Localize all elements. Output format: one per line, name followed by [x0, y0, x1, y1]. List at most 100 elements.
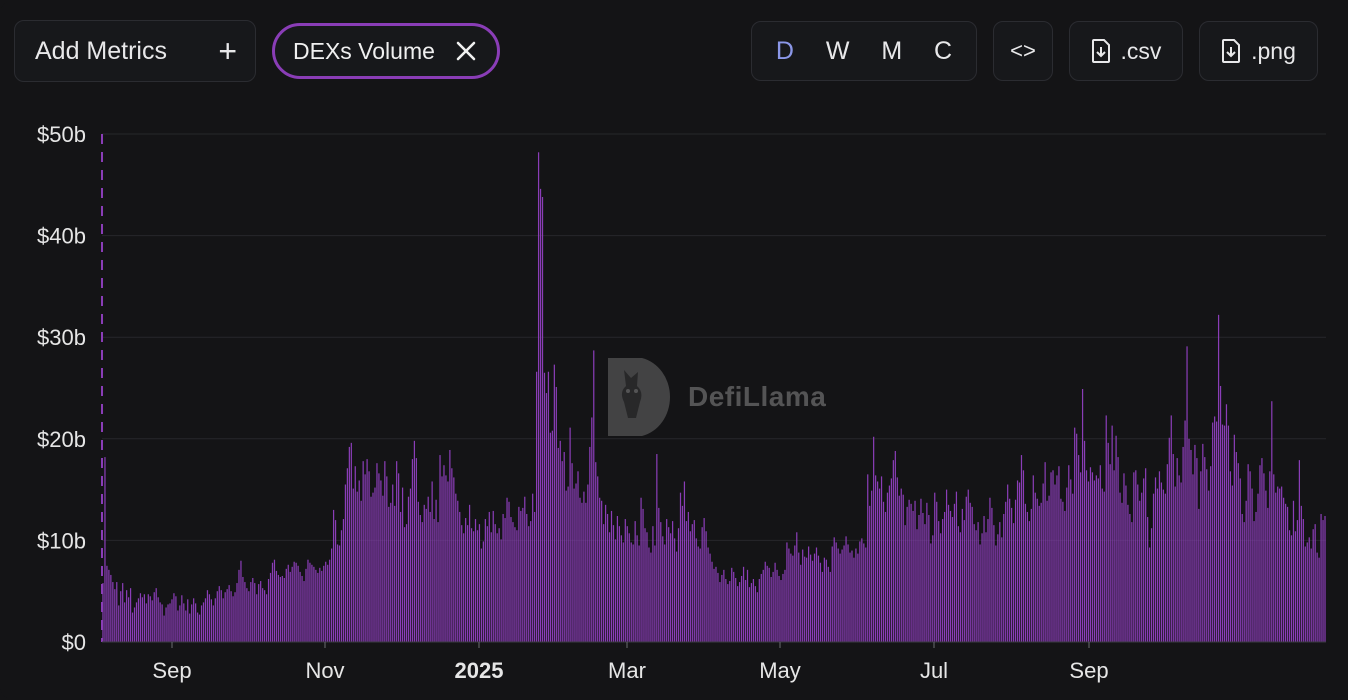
volume-bar: [321, 570, 323, 642]
volume-bar: [421, 522, 423, 642]
volume-bar: [549, 432, 552, 642]
volume-bar: [254, 583, 256, 642]
volume-bar: [1141, 492, 1143, 642]
volume-bar: [1310, 548, 1312, 642]
volume-bar: [1068, 465, 1070, 642]
volume-bar: [808, 546, 810, 642]
volume-bar: [701, 527, 703, 642]
volume-bar: [973, 524, 975, 642]
volume-bar: [315, 569, 317, 642]
y-tick-label: $30b: [37, 325, 86, 350]
volume-bar: [691, 524, 693, 642]
volume-bar: [914, 500, 916, 642]
volume-bar: [1164, 493, 1166, 642]
volume-bar: [608, 532, 611, 642]
volume-bar: [396, 461, 398, 642]
volume-bar: [729, 581, 731, 642]
download-png-button[interactable]: .png: [1199, 21, 1318, 81]
volume-bar: [338, 545, 341, 642]
x-tick-label: Nov: [305, 658, 344, 683]
volume-bar: [1133, 472, 1135, 642]
volume-bar: [599, 497, 601, 642]
volume-bar: [1271, 401, 1273, 642]
volume-bar: [236, 583, 238, 642]
volume-bar: [770, 576, 772, 642]
volume-bar: [459, 511, 461, 642]
volume-bar: [465, 518, 467, 642]
volume-bar: [1210, 466, 1212, 642]
volume-bar: [1080, 472, 1082, 642]
volume-bar: [476, 530, 479, 642]
volume-bar: [593, 350, 595, 642]
volume-bar: [906, 506, 908, 642]
add-metrics-button[interactable]: Add Metrics +: [14, 20, 256, 82]
volume-bar: [1119, 492, 1121, 642]
volume-bar: [267, 579, 270, 642]
volume-bar: [275, 570, 278, 642]
volume-bar: [981, 533, 983, 642]
volume-bar: [1054, 484, 1056, 642]
volume-bar: [821, 571, 824, 642]
volume-bar: [1026, 511, 1028, 642]
volume-bar: [1208, 490, 1210, 642]
volume-bar: [486, 526, 488, 642]
volume-bar: [703, 518, 705, 642]
volume-bar: [1168, 437, 1170, 642]
volume-bar: [327, 564, 329, 642]
volume-bar: [291, 566, 293, 642]
volume-bar: [173, 593, 175, 642]
volume-bar: [394, 505, 396, 642]
volume-bar: [987, 519, 989, 642]
volume-bar: [1170, 415, 1172, 642]
volume-bar: [453, 477, 455, 642]
y-tick-label: $50b: [37, 122, 86, 147]
period-month-button[interactable]: M: [881, 36, 903, 65]
volume-bar: [1139, 500, 1141, 642]
volume-bar: [242, 576, 244, 642]
volume-bar: [695, 538, 697, 642]
volume-bar: [534, 511, 536, 642]
volume-bar: [1052, 470, 1054, 642]
volume-bar: [514, 527, 516, 642]
volume-bar: [502, 513, 504, 642]
volume-bar: [443, 465, 445, 642]
volume-bar: [157, 597, 159, 642]
volume-bar: [1233, 434, 1235, 642]
volume-bar: [766, 565, 768, 642]
volume-bar: [301, 575, 303, 642]
volume-bar: [825, 559, 827, 642]
volume-bar: [307, 559, 309, 642]
volume-bar: [417, 501, 419, 642]
volume-bar: [859, 541, 861, 642]
volume-bar: [1206, 469, 1208, 642]
volume-bar: [638, 545, 640, 642]
period-week-button[interactable]: W: [825, 36, 850, 65]
volume-bar: [577, 471, 579, 642]
volume-bar: [451, 468, 453, 642]
volume-bar: [717, 572, 719, 642]
volume-bar: [457, 500, 459, 642]
volume-bar: [1062, 501, 1064, 642]
dex-volume-chart[interactable]: $0 $10b $20b $30b $40b $50b Sep Nov 2025 Mar May J…: [0, 100, 1348, 700]
volume-bar: [776, 569, 778, 642]
period-cumulative-button[interactable]: C: [934, 36, 953, 65]
download-csv-button[interactable]: .csv: [1069, 21, 1183, 81]
volume-bar: [281, 575, 283, 642]
volume-bar: [624, 519, 626, 642]
volume-bar: [900, 488, 902, 642]
volume-bar: [819, 562, 822, 642]
volume-bar: [133, 607, 136, 642]
volume-bar: [644, 528, 646, 642]
embed-button[interactable]: <>: [993, 21, 1053, 81]
selected-metric-pill[interactable]: DEXs Volume: [272, 23, 500, 79]
close-icon[interactable]: [453, 37, 479, 65]
volume-bar: [472, 531, 475, 642]
period-day-button[interactable]: D: [775, 36, 794, 65]
volume-bar: [319, 567, 321, 642]
volume-bar: [482, 541, 484, 642]
volume-bar: [467, 525, 469, 642]
volume-bar: [271, 562, 274, 642]
volume-bar: [1117, 457, 1119, 642]
volume-bar: [802, 549, 804, 642]
volume-bar: [634, 521, 636, 642]
